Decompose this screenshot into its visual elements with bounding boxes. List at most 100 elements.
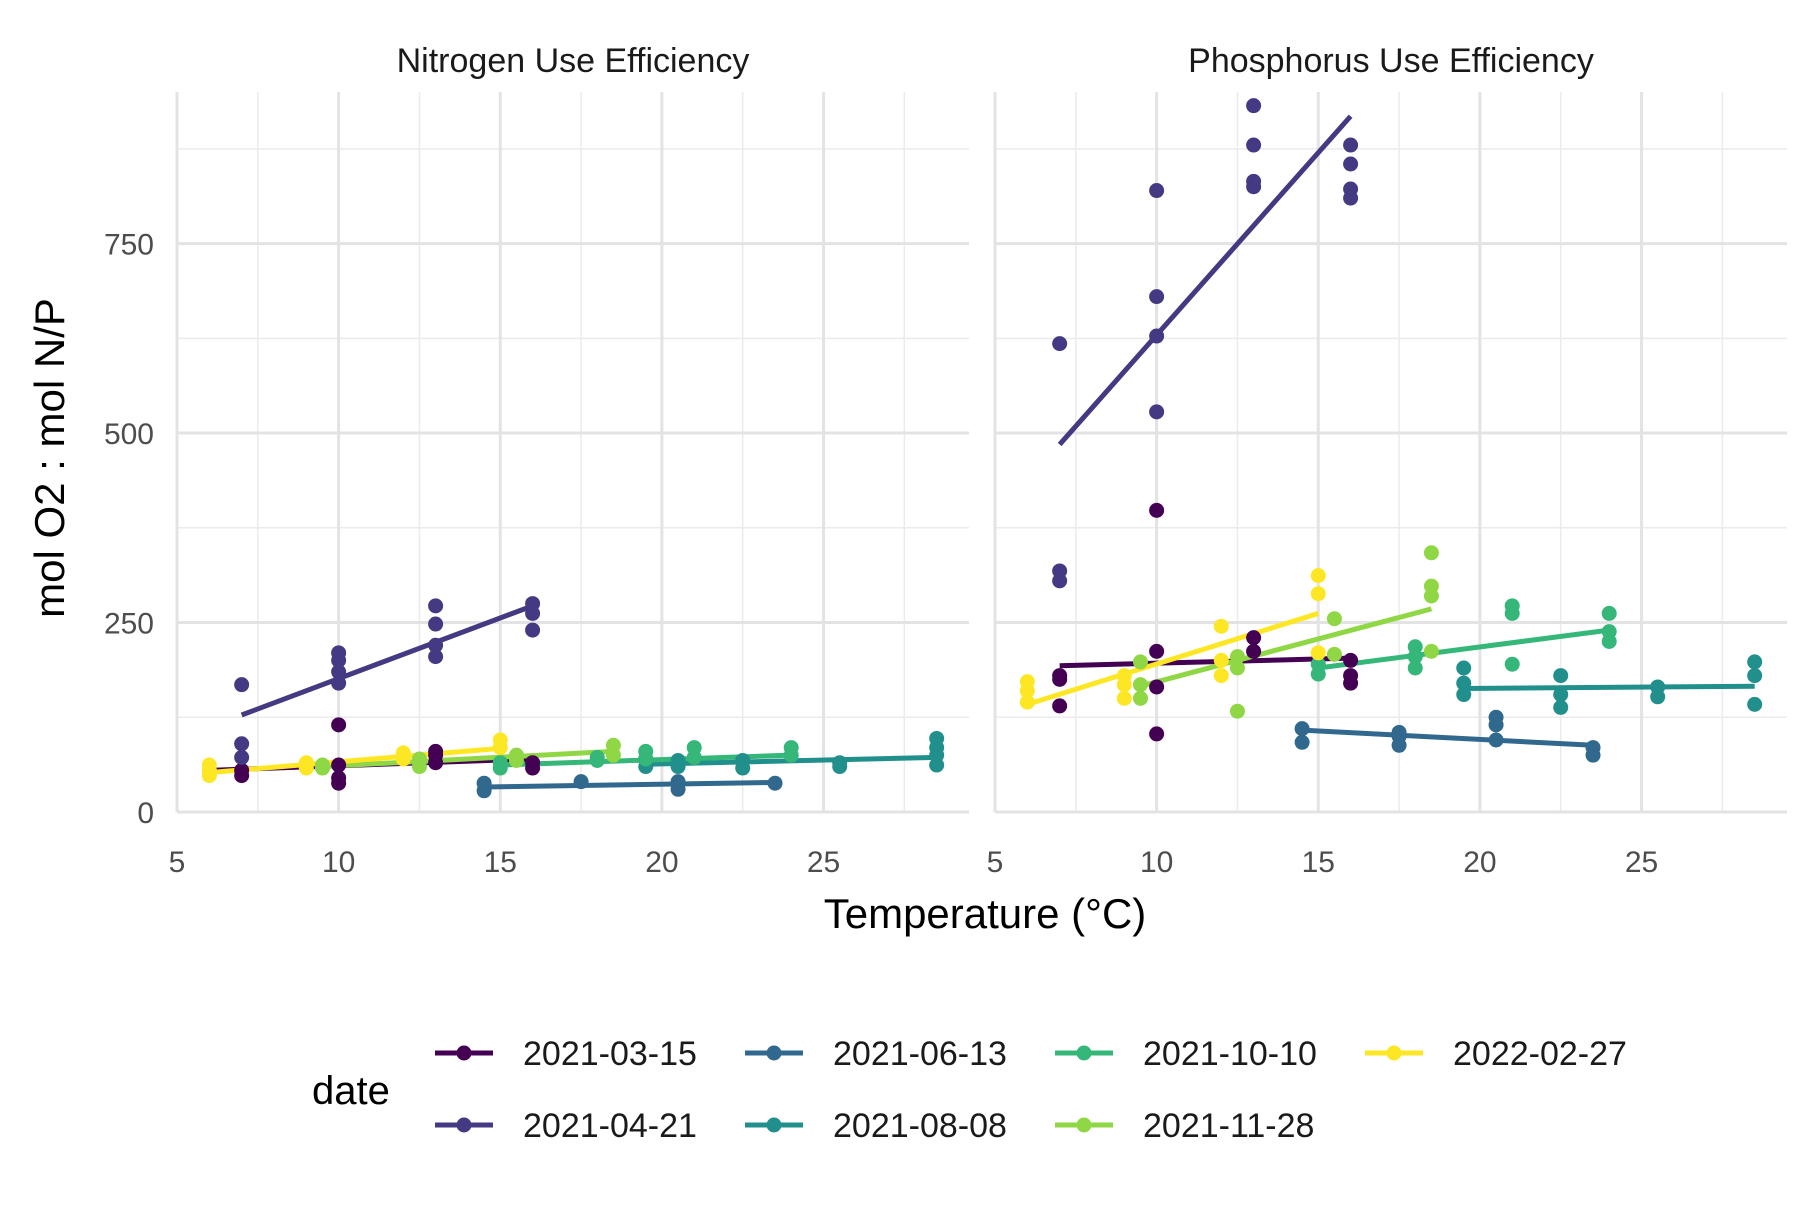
data-point [492,755,508,771]
data-point [1747,696,1763,712]
data-point [1149,502,1165,518]
data-point [314,757,330,773]
data-point [234,677,250,693]
data-point [783,740,799,756]
data-point [1456,687,1472,703]
data-point [428,616,444,632]
data-point [1343,668,1359,684]
data-point [1553,699,1569,715]
legend-key-point [456,1117,472,1133]
data-point [1116,668,1132,684]
y-tick-label: 0 [137,797,154,830]
data-point [1052,573,1068,589]
x-tick-label: 20 [645,846,678,879]
fit-line [1057,114,1353,447]
data-point [1246,643,1262,659]
data-point [298,755,314,771]
data-point [525,605,541,621]
data-point [411,751,427,767]
data-point [331,675,347,691]
data-point [234,749,250,765]
x-tick-label: 15 [1302,846,1335,879]
y-tick-label: 750 [104,229,154,262]
x-tick-label: 25 [1625,846,1658,879]
data-point [1229,660,1245,676]
data-point [1343,137,1359,153]
data-point [1747,668,1763,684]
legend: date 2021-03-15 2021-04-21 2021-06-13 2021-… [312,1035,1627,1145]
data-point [1553,668,1569,684]
data-point [767,775,783,791]
data-point [1246,137,1262,153]
legend-label: 2021-03-15 [523,1035,697,1073]
data-point [1149,328,1165,344]
data-point [670,774,686,790]
data-point [1488,732,1504,748]
data-point [1052,698,1068,714]
fit-line [1463,683,1755,691]
data-point [1504,656,1520,672]
legend-label: 2021-06-13 [833,1035,1007,1073]
x-tick-label: 15 [484,846,517,879]
x-tick-label: 25 [807,846,840,879]
data-point [929,730,945,746]
data-point [1601,624,1617,640]
data-point [1019,674,1035,690]
legend-label: 2022-02-27 [1453,1035,1627,1073]
y-axis-title: mol O2 : mol N/P [26,298,73,618]
data-point [1310,656,1326,672]
data-point [1149,726,1165,742]
data-point [686,740,702,756]
data-point [1343,652,1359,668]
legend-key-point [1076,1117,1092,1133]
data-point [1391,724,1407,740]
data-point [1294,721,1310,737]
data-point [1294,734,1310,750]
data-point [395,745,411,761]
fit-line [484,779,776,790]
x-tick-label: 10 [322,846,355,879]
data-point [525,622,541,638]
grid-layer [175,92,1787,814]
legend-title: date [312,1069,390,1113]
legend-key-point [456,1045,472,1061]
data-point [670,752,686,768]
legend-label: 2021-04-21 [523,1107,697,1145]
y-tick-label: 500 [104,418,154,451]
legend-key-point [766,1045,782,1061]
data-point [1149,183,1165,199]
data-point [1246,179,1262,195]
data-point [1229,703,1245,719]
legend-key-point [766,1117,782,1133]
data-point [605,737,621,753]
data-point [1246,98,1262,114]
data-point [735,752,751,768]
data-point [508,747,524,763]
data-point [1343,190,1359,206]
data-point [331,757,347,773]
data-point [1553,687,1569,703]
legend-label: 2021-10-10 [1143,1035,1317,1073]
data-point [1747,654,1763,670]
data-point [1149,404,1165,420]
data-point [428,649,444,665]
data-point [1488,709,1504,725]
data-point [1326,646,1342,662]
data-point [1213,668,1229,684]
fit-line [1301,727,1594,748]
fit-line [1059,655,1351,669]
data-point [1504,598,1520,614]
data-point [331,652,347,668]
data-point [428,743,444,759]
data-point [525,755,541,771]
data-point [1456,675,1472,691]
data-point [1132,677,1148,693]
data-point [638,743,654,759]
x-tick-label: 5 [169,846,186,879]
fit-line [322,748,614,770]
data-point [1132,654,1148,670]
facet-title: Nitrogen Use Efficiency [397,42,750,80]
data-point [1052,336,1068,352]
